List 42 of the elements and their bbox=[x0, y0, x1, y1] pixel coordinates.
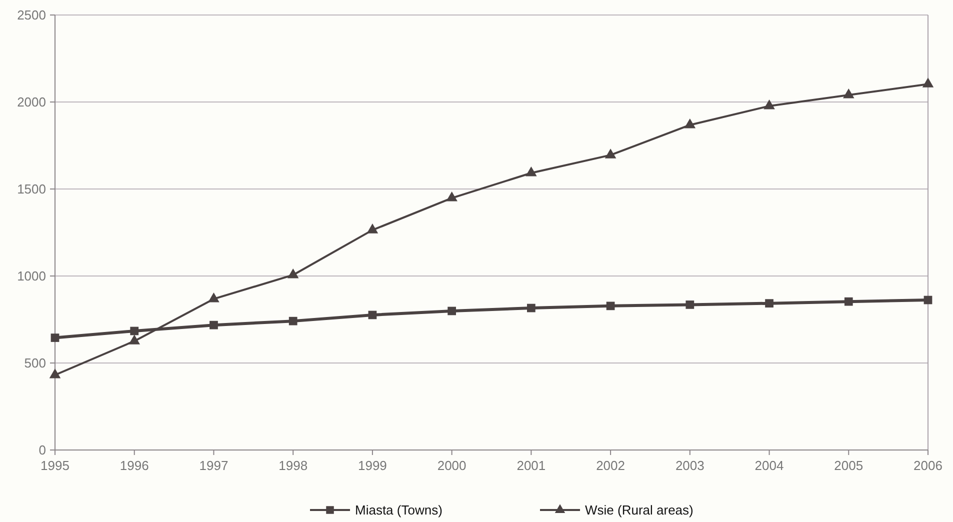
x-tick-label: 2000 bbox=[437, 458, 466, 473]
x-tick-label: 2003 bbox=[675, 458, 704, 473]
y-tick-label: 1500 bbox=[17, 182, 46, 197]
point bbox=[764, 99, 775, 110]
point bbox=[130, 326, 139, 336]
x-tick-label: 2002 bbox=[596, 458, 626, 473]
x-tick-label: 1999 bbox=[358, 458, 387, 473]
point bbox=[604, 148, 616, 158]
point bbox=[844, 297, 853, 306]
legend-label: Miasta (Towns) bbox=[355, 502, 442, 518]
point bbox=[924, 296, 932, 304]
y-tick-label: 2500 bbox=[17, 8, 46, 23]
point bbox=[684, 118, 696, 128]
point bbox=[527, 304, 536, 312]
point bbox=[843, 88, 854, 98]
point bbox=[922, 78, 934, 88]
x-tick-label: 2001 bbox=[516, 458, 546, 473]
point bbox=[366, 224, 378, 234]
x-tick-label: 2004 bbox=[754, 458, 784, 473]
point bbox=[210, 320, 218, 330]
y-tick-label: 0 bbox=[38, 442, 46, 458]
point bbox=[526, 166, 537, 176]
y-tick-label: 1000 bbox=[17, 268, 46, 284]
point bbox=[368, 310, 377, 320]
legend-label: Wsie (Rural areas) bbox=[585, 502, 694, 518]
y-tick-label: 500 bbox=[24, 356, 46, 371]
x-tick-label: 1995 bbox=[40, 458, 70, 473]
x-tick-label: 2006 bbox=[914, 458, 942, 473]
x-tick-label: 2005 bbox=[834, 458, 864, 473]
point bbox=[448, 306, 456, 316]
point bbox=[765, 299, 774, 308]
point bbox=[606, 302, 615, 310]
point bbox=[208, 292, 220, 302]
x-tick-label: 1997 bbox=[199, 458, 228, 473]
point bbox=[686, 300, 694, 309]
x-tick-label: 1996 bbox=[120, 458, 149, 473]
y-tick-label: 2000 bbox=[17, 94, 46, 110]
point bbox=[50, 334, 60, 342]
point bbox=[287, 268, 299, 278]
point bbox=[446, 192, 458, 202]
point bbox=[288, 316, 298, 326]
x-tick-label: 1998 bbox=[278, 458, 308, 473]
